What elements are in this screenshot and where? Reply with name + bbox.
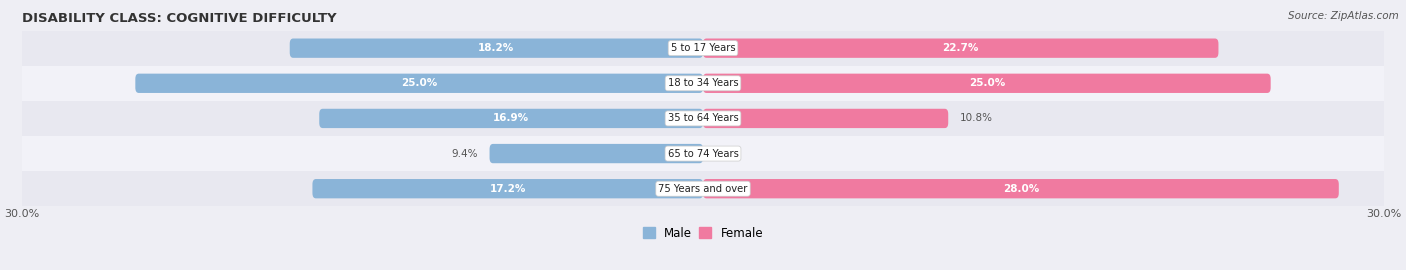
Text: 22.7%: 22.7%: [942, 43, 979, 53]
FancyBboxPatch shape: [703, 39, 1219, 58]
Bar: [21, 66, 1385, 101]
Text: 10.8%: 10.8%: [959, 113, 993, 123]
Text: 9.4%: 9.4%: [451, 148, 478, 158]
Text: DISABILITY CLASS: COGNITIVE DIFFICULTY: DISABILITY CLASS: COGNITIVE DIFFICULTY: [21, 12, 336, 25]
FancyBboxPatch shape: [703, 74, 1271, 93]
FancyBboxPatch shape: [290, 39, 703, 58]
Text: 25.0%: 25.0%: [401, 78, 437, 88]
Text: 65 to 74 Years: 65 to 74 Years: [668, 148, 738, 158]
FancyBboxPatch shape: [319, 109, 703, 128]
Text: 17.2%: 17.2%: [489, 184, 526, 194]
Bar: [21, 101, 1385, 136]
Bar: [21, 31, 1385, 66]
Text: 5 to 17 Years: 5 to 17 Years: [671, 43, 735, 53]
FancyBboxPatch shape: [703, 179, 1339, 198]
Bar: [21, 136, 1385, 171]
FancyBboxPatch shape: [489, 144, 703, 163]
Text: 16.9%: 16.9%: [494, 113, 529, 123]
Text: Source: ZipAtlas.com: Source: ZipAtlas.com: [1288, 11, 1399, 21]
Text: 18.2%: 18.2%: [478, 43, 515, 53]
Text: 28.0%: 28.0%: [1002, 184, 1039, 194]
Legend: Male, Female: Male, Female: [638, 222, 768, 244]
Bar: [21, 171, 1385, 206]
Text: 75 Years and over: 75 Years and over: [658, 184, 748, 194]
FancyBboxPatch shape: [312, 179, 703, 198]
Text: 18 to 34 Years: 18 to 34 Years: [668, 78, 738, 88]
Text: 35 to 64 Years: 35 to 64 Years: [668, 113, 738, 123]
Text: 0.0%: 0.0%: [714, 148, 741, 158]
FancyBboxPatch shape: [703, 109, 948, 128]
FancyBboxPatch shape: [135, 74, 703, 93]
Text: 25.0%: 25.0%: [969, 78, 1005, 88]
